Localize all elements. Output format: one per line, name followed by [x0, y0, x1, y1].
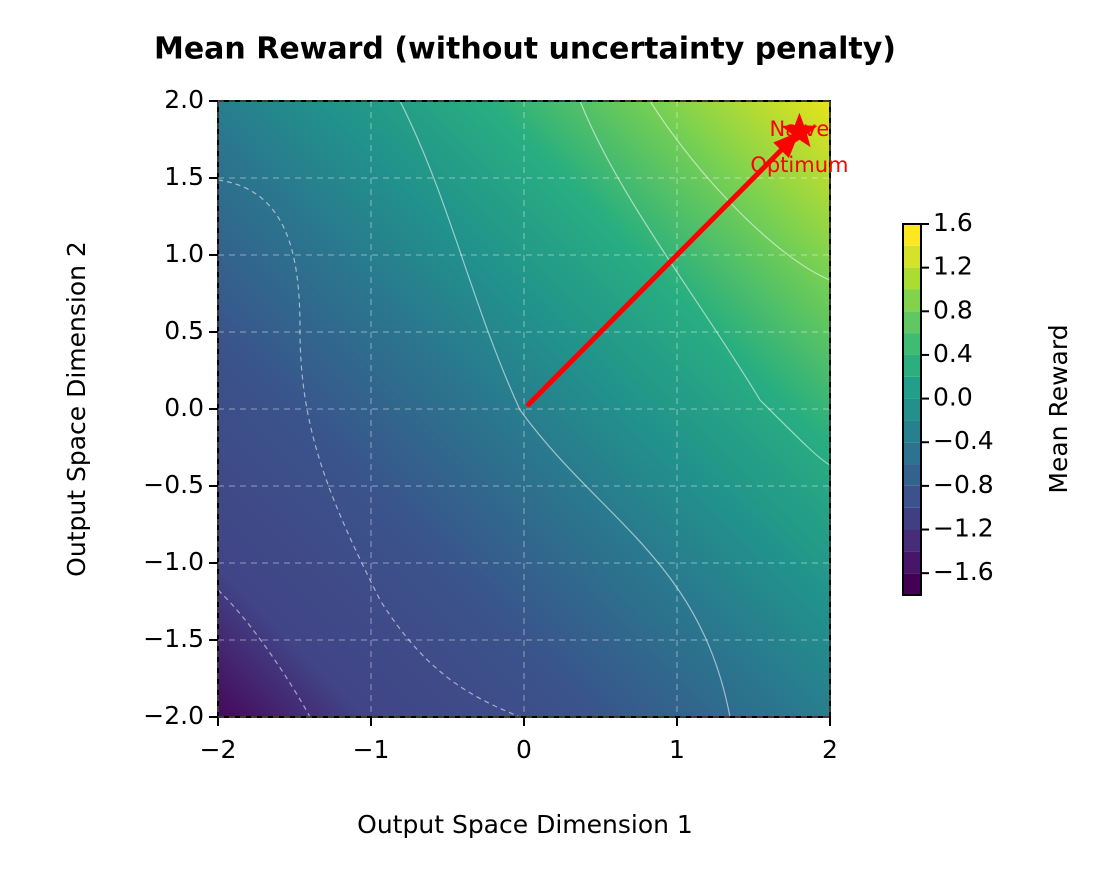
colorbar-band [903, 485, 921, 508]
arrow-shaft [526, 129, 802, 407]
colorbar-tick-label: −1.2 [933, 514, 994, 543]
contour-line [579, 101, 830, 466]
colorbar-tick-label: 0.4 [933, 339, 973, 368]
y-tick-label: −1.0 [143, 547, 204, 576]
y-tick-label: 1.0 [164, 239, 204, 268]
x-tick-label: −1 [353, 735, 390, 764]
colorbar-tick-label: 1.2 [933, 252, 973, 281]
x-tick-label: −2 [200, 735, 237, 764]
contour-line [649, 101, 830, 281]
colorbar-band [903, 507, 921, 530]
colorbar-band [903, 529, 921, 552]
colorbar-tick-label: 1.6 [933, 208, 973, 237]
colorbar-tick-label: −1.6 [933, 557, 994, 586]
y-tick-label: 1.5 [164, 162, 204, 191]
colorbar-tick-label: 0.0 [933, 383, 973, 412]
y-tick-label: 2.0 [164, 85, 204, 114]
y-tick-label: −0.5 [143, 470, 204, 499]
annotation: Naive [770, 117, 830, 141]
colorbar-frame [902, 223, 922, 596]
colorbar-band [903, 376, 921, 399]
colorbar-band [903, 420, 921, 443]
colorbar-band [903, 464, 921, 486]
colorbar-tick-label: −0.8 [933, 470, 994, 499]
colorbar-band [903, 573, 921, 595]
colorbar-band [903, 245, 921, 268]
colorbar-band [903, 267, 921, 290]
y-tick-label: 0.0 [164, 393, 204, 422]
x-tick-label: 1 [669, 735, 685, 764]
colorbar-label: Mean Reward [1044, 324, 1073, 493]
colorbar-band [903, 354, 921, 377]
colorbar-tick-label: 0.8 [933, 295, 973, 324]
y-tick-label: −2.0 [143, 701, 204, 730]
optimum-marker [781, 112, 818, 148]
colorbar-band [903, 333, 921, 355]
x-tick-label: 2 [822, 735, 838, 764]
contour-line [399, 101, 731, 717]
colorbar-band [903, 224, 921, 246]
contour-line [218, 179, 521, 717]
y-tick-label: 0.5 [164, 316, 204, 345]
colorbar-band [903, 551, 921, 574]
annotation: Optimum [750, 153, 848, 177]
contour-lines [218, 101, 830, 717]
colorbar-band [903, 442, 921, 465]
colorbar-tick-label: −0.4 [933, 426, 994, 455]
x-axis-label: Output Space Dimension 1 [357, 810, 693, 839]
y-axis-label: Output Space Dimension 2 [62, 241, 91, 577]
y-tick-label: −1.5 [143, 624, 204, 653]
colorbar-band [903, 289, 921, 312]
chart-title: Mean Reward (without uncertainty penalty… [154, 32, 896, 67]
x-tick-label: 0 [516, 735, 532, 764]
colorbar-band [903, 311, 921, 334]
colorbar-band [903, 398, 921, 421]
